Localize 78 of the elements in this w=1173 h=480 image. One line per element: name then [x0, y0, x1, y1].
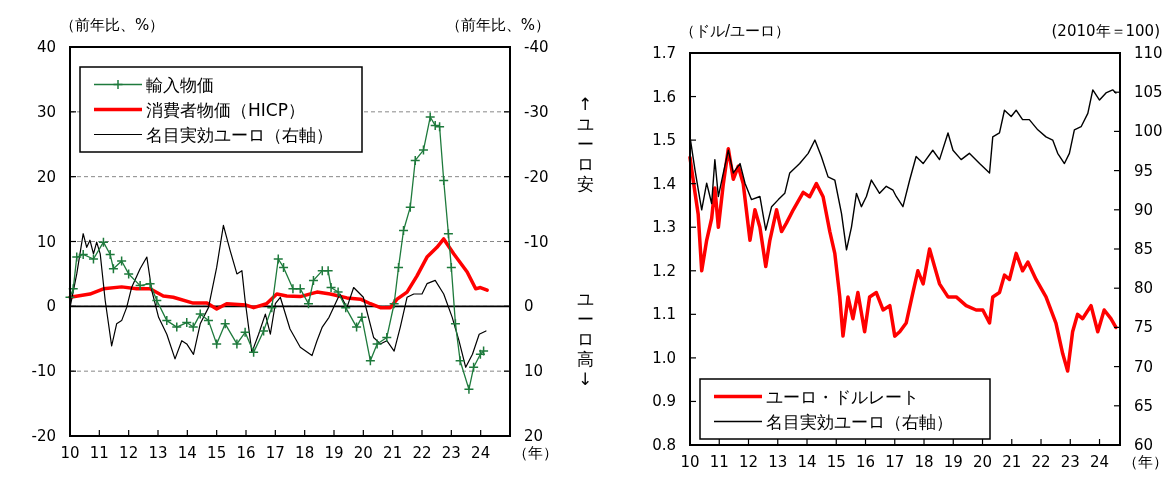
x-tick-label: 22: [412, 444, 432, 462]
x-tick-label: 11: [89, 444, 109, 462]
y2-axis-title: (2010年＝100): [1051, 22, 1160, 40]
y-tick-label: 0.9: [652, 392, 676, 411]
x-tick-label: 22: [1031, 453, 1051, 471]
y-tick-label: 1.3: [652, 218, 676, 237]
x-axis-title: （年）: [1123, 453, 1168, 471]
y2-tick-label: -40: [524, 38, 549, 56]
x-tick-label: 17: [885, 453, 905, 471]
x-tick-label: 18: [914, 453, 934, 471]
legend-label: 名目実効ユーロ（右軸）: [146, 124, 333, 145]
x-tick-label: 11: [709, 453, 729, 471]
legend-label: 輸入物価: [146, 74, 214, 95]
y2-tick-label: 0: [524, 297, 534, 316]
x-tick-label: 16: [236, 444, 256, 462]
x-tick-label: 10: [60, 444, 80, 462]
y-tick-label: 0.8: [652, 436, 676, 454]
x-tick-label: 14: [797, 453, 817, 471]
x-tick-label: 13: [768, 453, 788, 471]
x-tick-label: 17: [265, 444, 285, 462]
x-axis-title: （年）: [513, 444, 558, 462]
x-tick-label: 15: [207, 444, 227, 462]
y2-tick-label: 80: [1134, 279, 1154, 298]
y-tick-label: -20: [31, 427, 56, 445]
x-tick-label: 19: [943, 453, 963, 471]
legend-label: ユーロ・ドルレート: [766, 386, 919, 407]
x-tick-label: 15: [826, 453, 846, 471]
y2-tick-label: -30: [524, 102, 549, 121]
y2-tick-label: -10: [524, 232, 549, 251]
text: ↑ユーロ安: [576, 94, 594, 195]
y2-tick-label: 90: [1134, 200, 1154, 219]
x-tick-label: 23: [1060, 453, 1080, 471]
y-tick-label: 1.7: [652, 44, 676, 62]
y2-tick-label: 70: [1134, 357, 1154, 376]
y-tick-label: 40: [36, 38, 56, 56]
y-tick-label: 0: [46, 297, 56, 316]
y-tick-label: 10: [36, 232, 56, 251]
x-tick-label: 24: [1089, 453, 1110, 471]
y-tick-label: 1.5: [652, 131, 676, 150]
x-tick-label: 10: [680, 453, 700, 471]
legend-label: 名目実効ユーロ（右軸）: [766, 411, 953, 432]
y-tick-label: 1.1: [652, 305, 676, 324]
y2-tick-label: 10: [524, 362, 544, 381]
y2-tick-label: 100: [1134, 122, 1163, 141]
y-axis-title: （前年比、%）: [60, 16, 165, 34]
y2-tick-label: 65: [1134, 396, 1154, 415]
y-tick-label: 1.2: [652, 261, 676, 280]
x-tick-label: 16: [855, 453, 876, 471]
y-tick-label: 1.0: [652, 348, 676, 367]
x-tick-label: 12: [738, 453, 759, 471]
legend-label: 消費者物価（HICP）: [146, 99, 305, 120]
y-tick-label: 1.6: [652, 87, 676, 106]
y2-tick-label: 85: [1134, 240, 1154, 258]
y2-tick-label: 105: [1134, 83, 1163, 102]
y-tick-label: 30: [36, 102, 56, 121]
y2-axis-title: （前年比、%）: [445, 16, 550, 34]
y-axis-title: （ドル/ユーロ）: [680, 22, 791, 40]
x-tick-label: 20: [972, 453, 993, 471]
x-tick-label: 21: [383, 444, 403, 462]
y2-tick-label: 110: [1134, 44, 1163, 62]
x-tick-label: 20: [353, 444, 373, 462]
x-tick-label: 18: [295, 444, 315, 462]
y2-tick-label: 60: [1134, 436, 1154, 454]
x-tick-label: 21: [1002, 453, 1022, 471]
text: ユーロ高↓: [576, 288, 594, 389]
y-tick-label: 1.4: [652, 174, 676, 193]
y2-tick-label: 95: [1134, 161, 1154, 180]
y2-tick-label: 75: [1134, 318, 1154, 337]
y2-tick-label: 20: [524, 427, 544, 445]
x-tick-label: 13: [148, 444, 168, 462]
y-tick-label: -10: [31, 362, 56, 381]
x-tick-label: 14: [177, 444, 197, 462]
x-tick-label: 24: [471, 444, 491, 462]
y-tick-label: 20: [36, 167, 56, 186]
y2-tick-label: -20: [524, 167, 549, 186]
x-tick-label: 23: [441, 444, 461, 462]
x-tick-label: 12: [119, 444, 139, 462]
x-tick-label: 19: [324, 444, 344, 462]
